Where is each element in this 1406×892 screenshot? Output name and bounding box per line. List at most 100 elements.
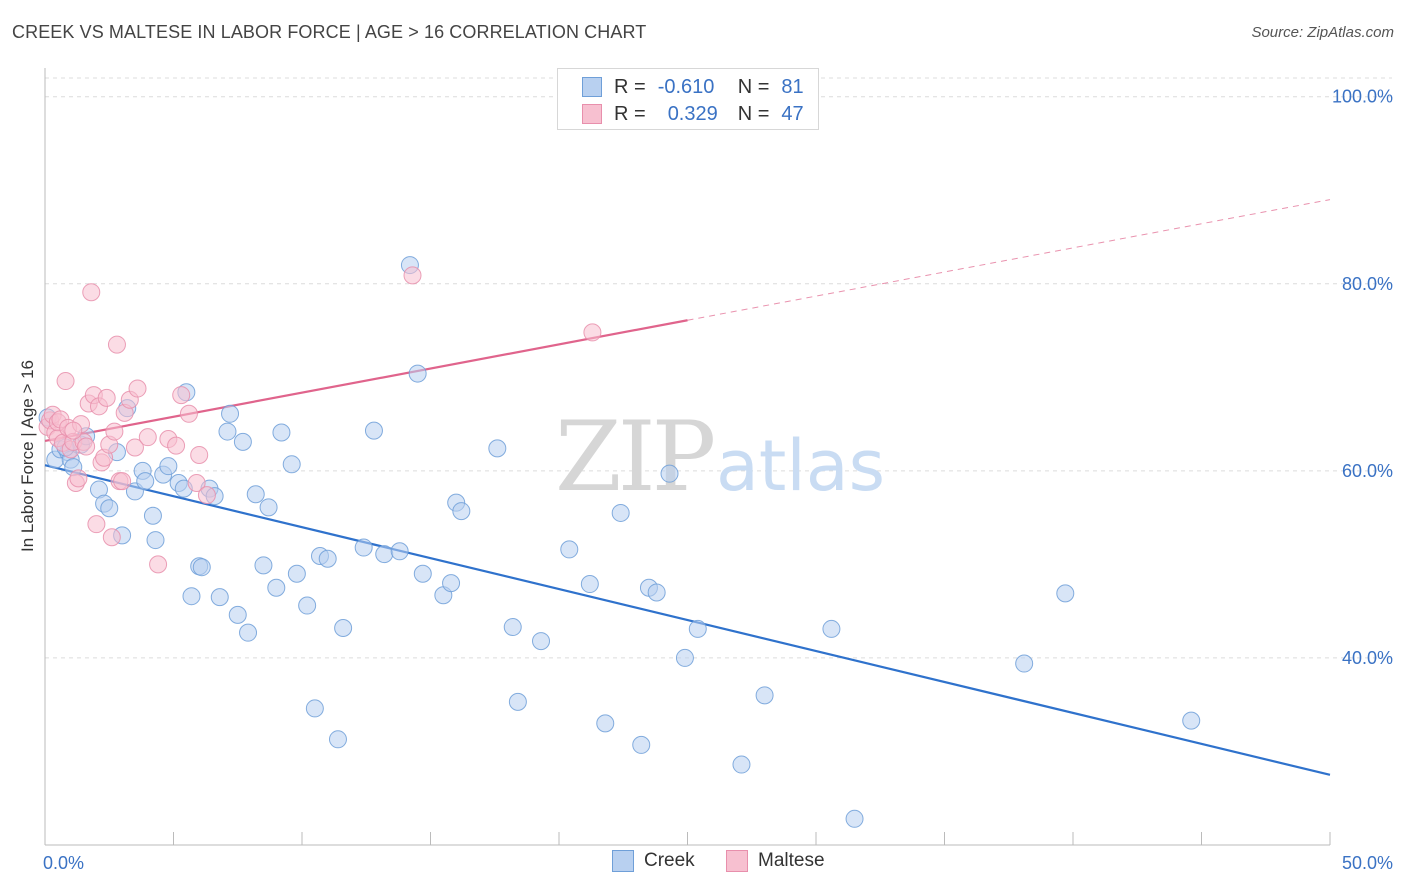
creek-point: [210, 588, 229, 607]
r-label: R =: [614, 75, 646, 98]
maltese-point: [190, 445, 209, 464]
legend-row-maltese: R = 0.329 N = 47: [582, 102, 804, 126]
maltese-point: [172, 386, 191, 405]
creek-point: [408, 364, 427, 383]
creek-point: [328, 730, 347, 749]
creek-point: [580, 575, 599, 594]
legend-item-maltese: Maltese: [726, 850, 825, 872]
creek-point: [688, 619, 707, 638]
chart-title: CREEK VS MALTESE IN LABOR FORCE | AGE > …: [12, 22, 647, 42]
stats-legend: R = -0.610 N = 81 R = 0.329 N = 47: [557, 68, 819, 130]
maltese-point: [138, 428, 157, 447]
creek-point: [675, 648, 694, 667]
creek-point: [488, 439, 507, 458]
creek-point: [442, 574, 461, 593]
data-points: [38, 256, 1201, 828]
creek-point: [334, 618, 353, 637]
creek-point: [508, 692, 527, 711]
creek-point: [647, 583, 666, 602]
maltese-point: [167, 436, 186, 455]
creek-point: [267, 578, 286, 597]
grid-lines: [45, 77, 1392, 659]
maltese-point: [187, 474, 206, 493]
creek-point: [239, 623, 258, 642]
n-label: N =: [737, 102, 770, 125]
creek-point: [632, 735, 651, 754]
creek-point: [282, 455, 301, 474]
creek-point: [755, 686, 774, 705]
creek-point: [364, 421, 383, 440]
creek-point: [100, 499, 119, 518]
creek-point: [318, 549, 337, 568]
creek-point: [159, 457, 178, 476]
creek-point: [413, 564, 432, 583]
creek-point: [1056, 584, 1075, 603]
maltese-point: [583, 323, 602, 342]
creek-point: [1015, 654, 1034, 673]
y-tick-label: 100.0%: [1332, 87, 1393, 107]
legend-row-creek: R = -0.610 N = 81: [582, 75, 804, 99]
creek-point: [596, 714, 615, 733]
n-value: 47: [781, 102, 804, 125]
source-credit: Source: ZipAtlas.com: [1251, 24, 1394, 41]
creek-point: [532, 632, 551, 651]
creek-legend-swatch: [612, 850, 634, 872]
creek-point: [1182, 711, 1201, 730]
watermark-zip: ZIP: [555, 401, 714, 513]
n-label: N =: [737, 75, 770, 98]
maltese-point: [125, 438, 144, 457]
maltese-trend-extension: [687, 199, 1331, 321]
creek-point: [254, 556, 273, 575]
creek-point: [246, 485, 265, 504]
y-tick-labels: 100.0% 80.0% 60.0% 40.0%: [1332, 87, 1393, 668]
creek-point: [560, 540, 579, 559]
maltese-point: [128, 379, 147, 398]
maltese-point: [102, 528, 121, 547]
creek-point: [354, 538, 373, 557]
maltese-legend-label: Maltese: [758, 850, 825, 871]
y-tick-label: 80.0%: [1342, 274, 1393, 294]
creek-trend-line: [44, 464, 1331, 776]
creek-point: [272, 423, 291, 442]
creek-point: [452, 502, 471, 521]
creek-point: [845, 809, 864, 828]
r-value: 0.329: [667, 102, 718, 125]
maltese-point: [87, 515, 106, 534]
maltese-point: [82, 283, 101, 302]
creek-point: [822, 619, 841, 638]
y-tick-label: 60.0%: [1342, 461, 1393, 481]
creek-point: [287, 564, 306, 583]
creek-legend-label: Creek: [644, 850, 695, 871]
maltese-point: [197, 486, 216, 505]
y-tick-label: 40.0%: [1342, 648, 1393, 668]
maltese-trend-line: [44, 319, 688, 443]
x-tick-label-min: 0.0%: [43, 853, 84, 873]
creek-point: [375, 545, 394, 564]
creek-point: [228, 605, 247, 624]
creek-point: [611, 503, 630, 522]
x-tick-labels: 0.0% 50.0%: [43, 853, 1393, 873]
creek-point: [390, 542, 409, 561]
axes: [44, 68, 1331, 846]
maltese-point: [403, 266, 422, 285]
maltese-legend-swatch: [726, 850, 748, 872]
maltese-point: [113, 472, 132, 491]
creek-point: [192, 558, 211, 577]
r-value: -0.610: [657, 75, 715, 98]
maltese-swatch: [582, 104, 602, 124]
r-label: R =: [614, 102, 646, 125]
x-tick-label-max: 50.0%: [1342, 853, 1393, 873]
maltese-point: [56, 372, 75, 391]
creek-point: [660, 464, 679, 483]
creek-point: [298, 596, 317, 615]
maltese-point: [179, 404, 198, 423]
creek-swatch: [582, 77, 602, 97]
creek-point: [233, 432, 252, 451]
maltese-point: [149, 555, 168, 574]
creek-point: [182, 587, 201, 606]
creek-point: [136, 472, 155, 491]
creek-point: [218, 422, 237, 441]
maltese-point: [77, 437, 96, 456]
maltese-point: [107, 335, 126, 354]
